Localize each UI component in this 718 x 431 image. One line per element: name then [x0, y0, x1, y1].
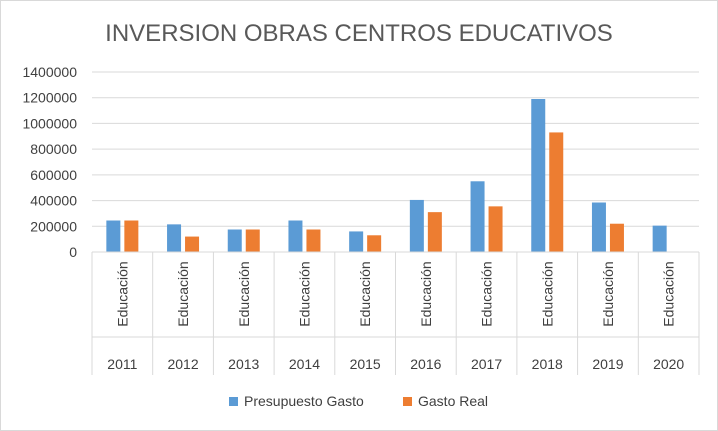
legend-swatch — [403, 397, 412, 406]
x-year-label: 2019 — [592, 356, 623, 372]
x-year-label: 2015 — [350, 356, 381, 372]
bar-2011-real — [124, 220, 139, 252]
chart-title: INVERSION OBRAS CENTROS EDUCATIVOS — [105, 20, 613, 47]
gridlines — [92, 71, 699, 227]
bar-2014-real — [306, 229, 321, 252]
bar-2019-real — [609, 223, 624, 252]
legend-label: Presupuesto Gasto — [244, 393, 364, 409]
x-year-label: 2020 — [653, 356, 684, 372]
y-tick-label: 200000 — [30, 218, 77, 234]
x-axis: Educación 2011 Educación 2012 Educación 2013 E… — [91, 251, 700, 375]
x-year-label: 2016 — [410, 356, 441, 372]
bar-2017-presupuesto — [470, 181, 485, 252]
bar-2014-presupuesto — [288, 220, 303, 252]
bar-2017-real — [488, 206, 503, 252]
x-year-label: 2011 — [107, 356, 137, 372]
y-tick-label: 0 — [69, 244, 77, 260]
y-tick-label: 600000 — [30, 167, 77, 183]
x-year-label: 2013 — [228, 356, 259, 372]
x-category-label: Educación — [600, 261, 616, 326]
x-category-label: Educación — [479, 261, 495, 326]
bar-2015-presupuesto — [349, 231, 364, 252]
y-tick-label: 800000 — [30, 141, 77, 157]
x-category-label: Educación — [539, 261, 555, 326]
legend-label: Gasto Real — [418, 393, 488, 409]
bar-2013-real — [245, 229, 260, 252]
x-category-label: Educación — [661, 261, 677, 326]
bar-2012-presupuesto — [167, 224, 182, 252]
x-category-label: Educación — [236, 261, 252, 326]
x-category-label: Educación — [296, 261, 312, 326]
bar-2019-presupuesto — [591, 202, 606, 252]
bar-2015-real — [367, 235, 382, 252]
legend: Presupuesto Gasto Gasto Real — [229, 393, 488, 409]
y-axis-tick-labels: 1400000 1200000 1000000 800000 600000 400000 2… — [22, 64, 77, 260]
bar-2018-real — [549, 132, 564, 252]
x-year-label: 2018 — [532, 356, 563, 372]
x-category-label: Educación — [175, 261, 191, 326]
y-tick-label: 1200000 — [22, 90, 77, 106]
y-tick-label: 1400000 — [22, 64, 77, 80]
x-year-label: 2017 — [471, 356, 502, 372]
bar-2016-presupuesto — [409, 199, 424, 252]
bar-2018-presupuesto — [531, 99, 546, 252]
bars — [106, 99, 667, 252]
y-tick-label: 400000 — [30, 193, 77, 209]
bar-2011-presupuesto — [106, 220, 121, 252]
x-year-label: 2014 — [289, 356, 320, 372]
x-category-label: Educación — [114, 261, 130, 326]
legend-swatch — [229, 397, 238, 406]
bar-2012-real — [185, 236, 200, 252]
bar-2020-presupuesto — [652, 225, 667, 252]
x-category-label: Educación — [357, 261, 373, 326]
bar-2016-real — [427, 212, 442, 252]
y-tick-label: 1000000 — [22, 115, 77, 131]
x-year-label: 2012 — [167, 356, 198, 372]
x-category-label: Educación — [418, 261, 434, 326]
bar-2013-presupuesto — [227, 229, 242, 252]
